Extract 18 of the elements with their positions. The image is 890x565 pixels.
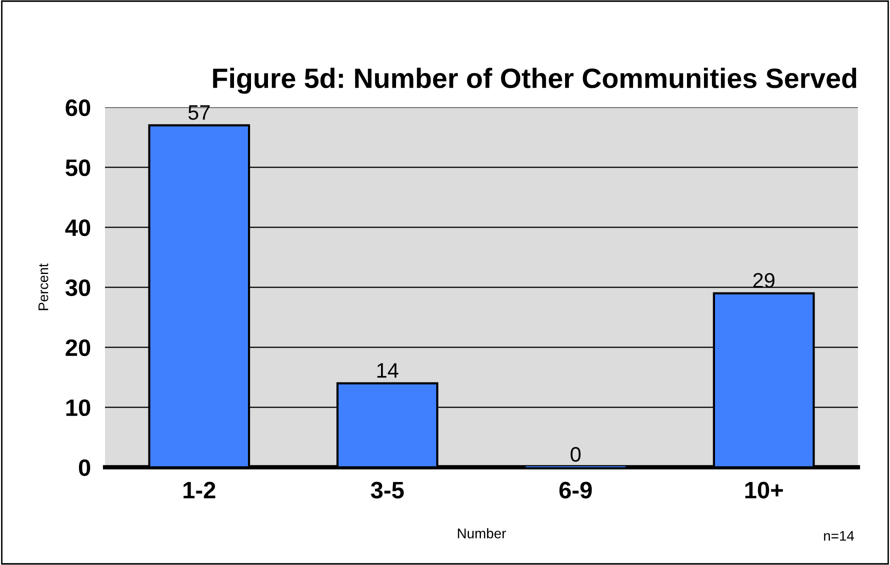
y-axis-title: Percent [38, 263, 48, 310]
y-tick-label: 40 [65, 219, 90, 236]
y-tick-label: 20 [66, 339, 90, 356]
x-tick-label: 1-2 [184, 482, 216, 498]
x-tick-label: 6-9 [559, 482, 592, 498]
y-tick-label: 50 [66, 159, 90, 176]
x-axis-title: Number [458, 528, 506, 538]
y-tick-label: 10 [66, 399, 90, 416]
data-label: 57 [188, 105, 210, 120]
data-label: 0 [570, 446, 581, 462]
data-label: 14 [377, 363, 398, 378]
y-tick-label: 0 [78, 459, 90, 476]
text: n=14 [824, 531, 854, 541]
chart-title: Figure 5d: Number of Other Communities Served [213, 68, 856, 94]
y-tick-label: 30 [65, 279, 90, 296]
x-tick-label: 10+ [745, 482, 783, 498]
y-tick-label: 60 [66, 99, 90, 116]
x-tick-label: 3-5 [370, 482, 404, 499]
